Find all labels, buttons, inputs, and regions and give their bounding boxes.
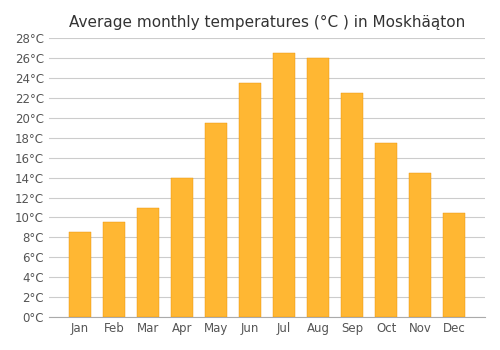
Title: Average monthly temperatures (°C ) in Moskhäąton: Average monthly temperatures (°C ) in Mo… [69,15,465,30]
Bar [443,212,465,317]
Bar [341,93,363,317]
Bar [69,232,91,317]
Bar [375,143,397,317]
Bar [205,123,227,317]
Bar [273,53,295,317]
Bar [239,83,261,317]
Bar [409,173,431,317]
Bar [171,178,193,317]
Bar [137,208,159,317]
Bar [103,223,125,317]
Bar [307,58,329,317]
